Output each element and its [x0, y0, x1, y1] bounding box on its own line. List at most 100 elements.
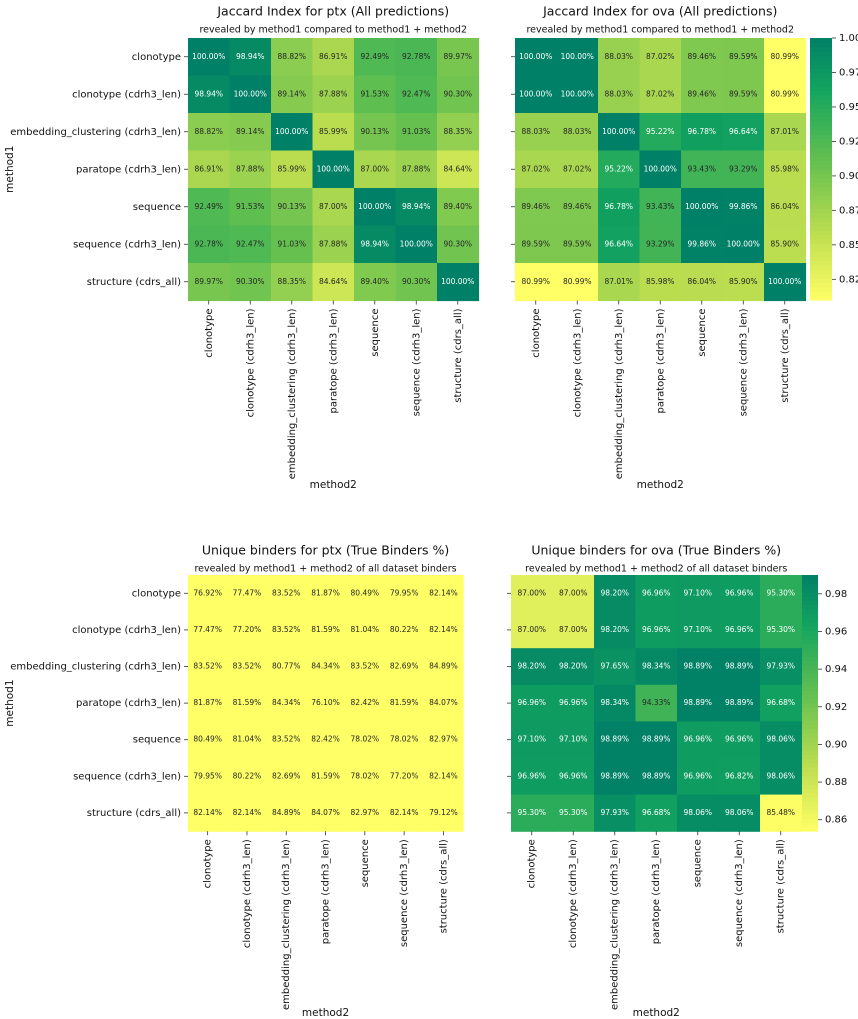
- heatmap-cell: [556, 75, 599, 114]
- cell-label: 100.00%: [768, 277, 801, 286]
- heatmap-cell: [345, 758, 386, 796]
- cell-label: 84.89%: [272, 808, 301, 817]
- heatmap-cell: [423, 794, 464, 832]
- x-axis-label: method2: [637, 479, 684, 491]
- heatmap-cell: [354, 150, 397, 189]
- colorbar-segment: [810, 273, 832, 279]
- heatmap-cell: [345, 794, 386, 832]
- colorbar: 0.86 0.88 0.90 0.92 0.94 0.96 0.98: [802, 575, 847, 832]
- cell-label: 78.02%: [390, 735, 419, 744]
- colorbar-segment: [810, 221, 832, 227]
- heatmap-cell: [718, 684, 761, 722]
- colorbar-segment: [802, 613, 818, 619]
- cell-label: 97.10%: [559, 735, 588, 744]
- heatmap-cell: [437, 263, 480, 302]
- cell-label: 96.68%: [642, 808, 671, 817]
- colorbar-segment: [810, 256, 832, 262]
- cell-label: 80.49%: [193, 735, 222, 744]
- cell-label: 83.52%: [272, 625, 301, 634]
- cell-label: 98.20%: [600, 625, 629, 634]
- colorbar-segment: [802, 767, 818, 772]
- x-axis-label: method2: [633, 1007, 680, 1019]
- chart-subtitle: revealed by method1 + method2 of all dat…: [194, 564, 456, 575]
- colorbar-segment: [810, 238, 832, 244]
- heatmap-cell: [511, 721, 554, 759]
- x-tick-label: clonotype: [527, 839, 538, 888]
- heatmap-cell: [639, 225, 682, 264]
- cell-label: 100.00%: [727, 239, 760, 248]
- colorbar-tick-label: 0.825: [839, 274, 858, 285]
- colorbar-segment: [810, 129, 832, 135]
- heatmap-cell: [229, 38, 272, 77]
- colorbar-tick-label: 0.900: [839, 171, 858, 182]
- colorbar-segment: [810, 160, 832, 166]
- colorbar-segment: [810, 282, 832, 288]
- chart-title: Unique binders for ptx (True Binders %): [202, 543, 449, 558]
- colorbar-segment: [802, 724, 818, 730]
- x-tick-label: paratope (cdrh3_len): [321, 839, 332, 944]
- x-tick-label: structure (cdrs_all): [438, 839, 449, 933]
- heatmap-panel-2: Jaccard Index for ova (All predictions) r…: [511, 4, 858, 491]
- cell-label: 77.20%: [233, 625, 262, 634]
- heatmap-cell: [188, 758, 228, 796]
- colorbar-segment: [810, 291, 832, 297]
- cell-label: 86.91%: [319, 52, 348, 61]
- cell-label: 80.99%: [770, 52, 799, 61]
- cell-label: 78.02%: [351, 771, 380, 780]
- heatmap-cell: [266, 721, 307, 759]
- colorbar-tick-label: 0.86: [825, 815, 847, 826]
- colorbar-segment: [810, 142, 832, 148]
- cell-label: 95.22%: [604, 164, 633, 173]
- cell-label: 96.96%: [683, 771, 712, 780]
- x-tick-label: clonotype (cdrh3_len): [572, 308, 583, 417]
- heatmap-cell: [188, 648, 228, 686]
- colorbar-segment: [802, 630, 818, 636]
- cell-label: 93.29%: [646, 239, 675, 248]
- cell-label: 88.03%: [521, 127, 550, 136]
- colorbar-segment: [802, 779, 818, 785]
- heatmap-cell: [271, 150, 314, 189]
- cell-label: 98.89%: [725, 698, 754, 707]
- colorbar-segment: [810, 107, 832, 113]
- cell-label: 87.00%: [559, 625, 588, 634]
- heatmap-cell: [305, 648, 346, 686]
- heatmap-cell: [722, 263, 765, 302]
- heatmap-cell: [764, 188, 807, 227]
- cell-label: 83.52%: [272, 588, 301, 597]
- colorbar-segment: [802, 826, 818, 832]
- cell-label: 88.03%: [563, 127, 592, 136]
- cell-label: 90.30%: [402, 277, 431, 286]
- heatmap-cell: [515, 188, 558, 227]
- x-tick-label: paratope (cdrh3_len): [651, 839, 662, 944]
- heatmap-cell: [227, 611, 268, 649]
- cell-label: 95.30%: [517, 808, 546, 817]
- cell-label: 77.20%: [390, 771, 419, 780]
- colorbar-segment: [802, 600, 818, 606]
- heatmap-cell: [395, 188, 438, 227]
- cell-label: 96.96%: [725, 588, 754, 597]
- cell-label: 83.52%: [233, 662, 262, 671]
- cell-label: 84.64%: [319, 277, 348, 286]
- colorbar-segment: [810, 212, 832, 218]
- cell-label: 98.89%: [600, 771, 629, 780]
- cell-label: 98.06%: [725, 808, 754, 817]
- heatmap-cell: [354, 188, 397, 227]
- heatmap-cell: [594, 758, 637, 796]
- cell-label: 89.46%: [563, 202, 592, 211]
- colorbar-segment: [810, 99, 832, 105]
- cell-label: 80.22%: [233, 771, 262, 780]
- cell-label: 98.20%: [517, 662, 546, 671]
- heatmap-cell: [312, 75, 355, 114]
- cell-label: 97.10%: [517, 735, 546, 744]
- cell-label: 81.59%: [390, 698, 419, 707]
- cell-label: 82.14%: [429, 625, 458, 634]
- heatmap-cell: [598, 75, 641, 114]
- heatmap-cell: [722, 38, 765, 77]
- heatmap-cell: [639, 263, 682, 302]
- cell-label: 85.98%: [646, 277, 675, 286]
- heatmap-cell: [227, 575, 268, 613]
- cell-label: 96.96%: [683, 735, 712, 744]
- cell-label: 89.14%: [236, 127, 265, 136]
- colorbar-segment: [802, 685, 818, 691]
- colorbar-segment: [810, 199, 832, 205]
